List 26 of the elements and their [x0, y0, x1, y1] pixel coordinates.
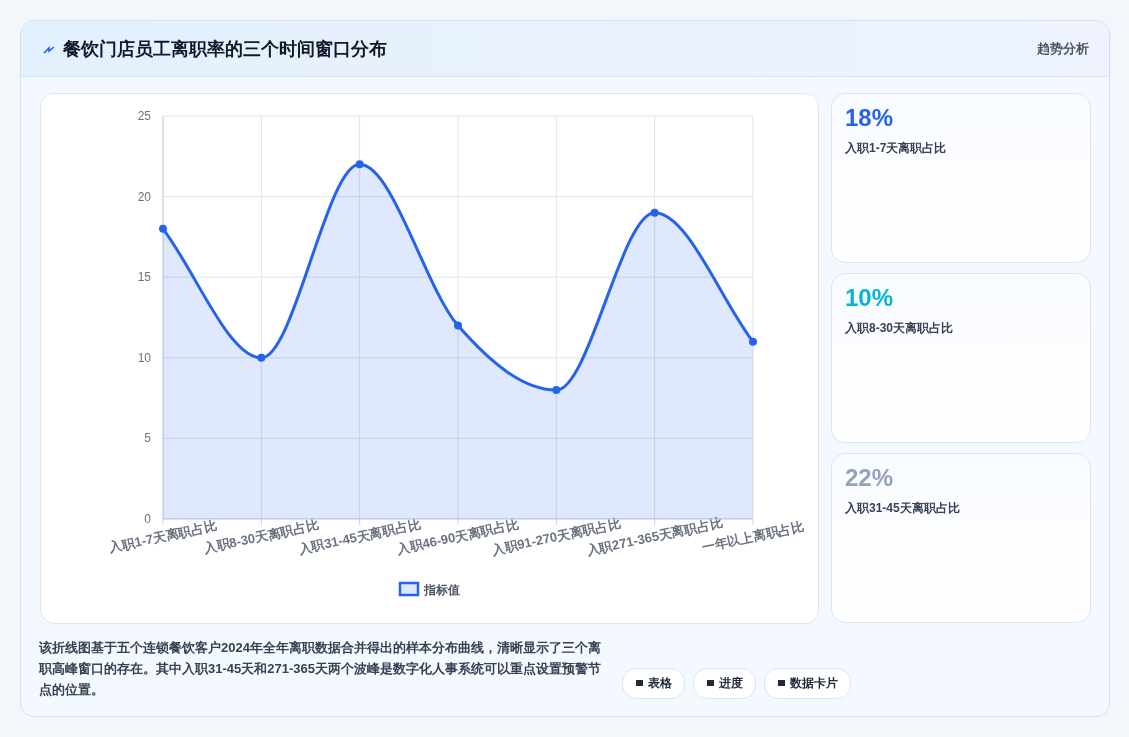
text: 10%	[845, 284, 894, 312]
text: 入职1-7天离职占比	[845, 140, 947, 157]
y-tick-label: 20	[137, 189, 152, 204]
y-tick-label: 5	[144, 431, 152, 446]
point	[355, 160, 364, 169]
point	[749, 337, 757, 346]
text: 该折线图基于五个连锁餐饮客户2024年全年离职数据合并得出的样本分布曲线，清晰显示了三个离职高峰窗口的存在。其中入职31-45天和271-365天两个波峰是数字化人事系统可以重点设置预警节点的位置。	[39, 639, 602, 699]
text: 18%	[845, 104, 894, 132]
y-tick-label: 0	[144, 512, 152, 526]
point	[257, 353, 266, 362]
y-tick-label: 15	[137, 270, 152, 285]
point	[650, 208, 659, 217]
chart-title: 餐饮门店员工离职率的三个时间窗口分布	[63, 38, 387, 61]
point	[159, 224, 167, 233]
text: 入职31-45天离职占比	[845, 500, 960, 517]
y-tick-label: 10	[137, 350, 152, 365]
y-tick-label: 25	[137, 109, 152, 123]
text: 表格	[622, 668, 685, 699]
text: 入职8-30天离职占比	[845, 320, 954, 337]
point	[552, 386, 561, 395]
point	[454, 321, 462, 330]
text: 数据卡片	[764, 668, 851, 699]
legend-label: 指标值	[423, 583, 460, 597]
text: 22%	[845, 464, 894, 492]
text: 进度	[693, 668, 756, 699]
text: 趋势分析	[1037, 40, 1089, 58]
